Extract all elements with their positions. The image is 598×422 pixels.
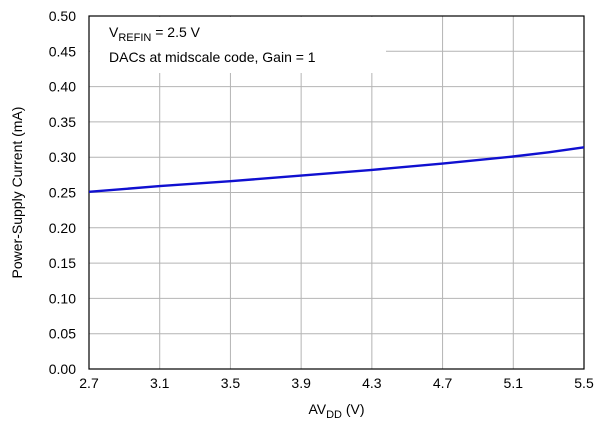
x-tick-label: 3.9 — [291, 375, 311, 391]
x-axis-label: AVDD (V) — [308, 401, 364, 421]
x-tick-label: 5.1 — [504, 375, 524, 391]
y-axis-label: Power-Supply Current (mA) — [9, 107, 25, 279]
y-tick-label: 0.20 — [49, 220, 76, 236]
x-axis-label-unit: (V) — [342, 401, 365, 417]
annotation-vref-sub: REFIN — [118, 32, 151, 44]
y-tick-label: 0.05 — [49, 326, 76, 342]
y-tick-label: 0.10 — [49, 290, 76, 306]
plot-frame — [88, 15, 585, 370]
annotation-background — [90, 17, 386, 73]
annotation-vref-main: V — [109, 24, 119, 40]
x-axis-label-sub: DD — [326, 409, 342, 421]
annotation-box: VREFIN = 2.5 V DACs at midscale code, Ga… — [90, 17, 386, 73]
grid — [89, 16, 584, 369]
y-tick-label: 0.25 — [49, 185, 76, 201]
series-line — [88, 146, 585, 193]
x-tick-label: 4.3 — [362, 375, 382, 391]
x-tick-labels: 2.7 3.1 3.5 3.9 4.3 4.7 5.1 5.5 — [79, 375, 594, 391]
x-tick-label: 5.5 — [574, 375, 594, 391]
annotation-line-2: DACs at midscale code, Gain = 1 — [109, 49, 316, 65]
x-tick-label: 2.7 — [79, 375, 99, 391]
y-tick-label: 0.15 — [49, 255, 76, 271]
y-tick-label: 0.45 — [49, 43, 76, 59]
y-tick-label: 0.40 — [49, 79, 76, 95]
y-tick-labels: 0.00 0.05 0.10 0.15 0.20 0.25 0.30 0.35 0.40 0.45… — [49, 8, 76, 377]
x-tick-label: 4.7 — [433, 375, 453, 391]
y-tick-label: 0.35 — [49, 114, 76, 130]
x-tick-label: 3.1 — [150, 375, 170, 391]
x-axis-label-main: AV — [308, 401, 326, 417]
annotation-vref-rest: = 2.5 V — [151, 24, 200, 40]
y-tick-label: 0.00 — [49, 361, 76, 377]
annotation-line-1: VREFIN = 2.5 V — [109, 24, 201, 44]
series-layer — [88, 146, 585, 193]
y-tick-label: 0.30 — [49, 149, 76, 165]
x-tick-label: 3.5 — [221, 375, 241, 391]
y-tick-label: 0.50 — [49, 8, 76, 24]
